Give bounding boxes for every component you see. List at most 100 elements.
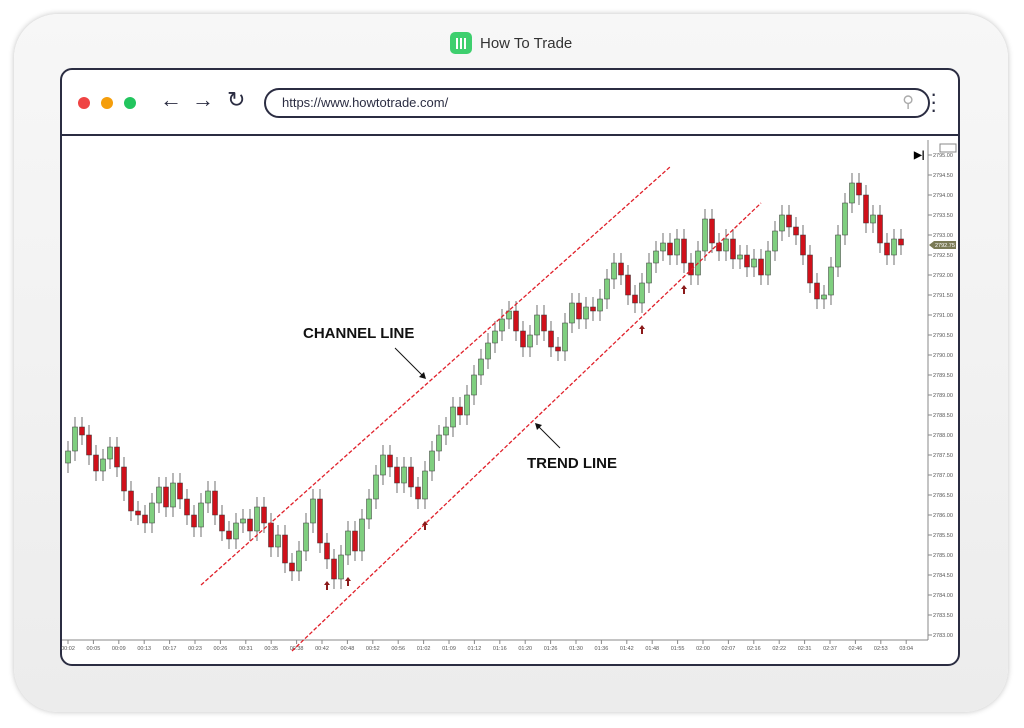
- arrow-head-icon: [535, 423, 542, 430]
- trend-line-label: TREND LINE: [527, 455, 617, 472]
- x-tick-label: 01:55: [671, 646, 685, 652]
- candle: [240, 518, 246, 524]
- candle: [331, 558, 337, 580]
- channel-line-label: CHANNEL LINE: [303, 325, 414, 342]
- candle: [184, 498, 190, 516]
- y-tick-label: 2786.00: [933, 513, 953, 519]
- refresh-icon[interactable]: ↻: [227, 87, 246, 112]
- candle: [828, 266, 834, 296]
- candle: [387, 454, 393, 468]
- candle: [394, 466, 400, 484]
- up-arrow-icon: [324, 581, 330, 590]
- candle: [282, 534, 288, 564]
- x-tick-label: 00:02: [61, 646, 75, 652]
- candle: [639, 282, 645, 304]
- candle: [898, 238, 904, 246]
- brand-logo-icon: [450, 32, 472, 54]
- close-dot[interactable]: [78, 97, 90, 109]
- candle: [457, 406, 463, 416]
- candle: [471, 374, 477, 396]
- candle: [324, 542, 330, 560]
- candle: [142, 514, 148, 524]
- candle: [877, 214, 883, 244]
- x-tick-label: 02:22: [772, 646, 786, 652]
- browser-window: ← → ↻ https://www.howtotrade.com/ ⚲ · · ·: [60, 68, 960, 666]
- up-arrow-icon: [345, 577, 351, 586]
- url-text: https://www.howtotrade.com/: [282, 95, 449, 110]
- x-tick-label: 01:02: [417, 646, 431, 652]
- trend-line-pointer: [536, 424, 561, 449]
- x-tick-label: 02:53: [874, 646, 888, 652]
- candle: [541, 314, 547, 332]
- candle: [751, 258, 757, 268]
- up-arrow-icon: [422, 521, 428, 530]
- y-tick-label: 2794.50: [933, 173, 953, 179]
- menu-kebab-icon[interactable]: · · ·: [930, 81, 938, 122]
- x-tick-label: 02:37: [823, 646, 837, 652]
- x-tick-label: 00:31: [239, 646, 253, 652]
- candle: [884, 242, 890, 256]
- search-icon[interactable]: ⚲: [902, 94, 914, 111]
- candle: [842, 202, 848, 236]
- candle: [443, 426, 449, 436]
- address-bar[interactable]: https://www.howtotrade.com/ ⚲: [264, 88, 930, 118]
- candle: [590, 306, 596, 312]
- current-price-label: 2792.75: [935, 243, 955, 249]
- candle: [135, 510, 141, 516]
- minimize-dot[interactable]: [101, 97, 113, 109]
- candle: [765, 250, 771, 276]
- candle: [261, 506, 267, 524]
- candle: [380, 454, 386, 476]
- candle: [275, 534, 281, 548]
- candle: [744, 254, 750, 268]
- candle: [170, 482, 176, 508]
- candle: [856, 182, 862, 196]
- x-tick-label: 01:30: [569, 646, 583, 652]
- brand-name: How To Trade: [480, 34, 573, 52]
- candle: [702, 218, 708, 252]
- x-tick-label: 01:16: [493, 646, 507, 652]
- forward-arrow-icon[interactable]: →: [192, 87, 214, 112]
- candle: [625, 274, 631, 296]
- y-tick-label: 2785.50: [933, 533, 953, 539]
- up-arrow-icon: [681, 285, 687, 294]
- x-tick-label: 01:20: [518, 646, 532, 652]
- candle: [891, 238, 897, 256]
- y-tick-label: 2791.50: [933, 293, 953, 299]
- browser-toolbar: ← → ↻ https://www.howtotrade.com/ ⚲ · · ·: [62, 70, 958, 136]
- maximize-dot[interactable]: [124, 97, 136, 109]
- x-tick-label: 00:42: [315, 646, 329, 652]
- x-tick-label: 00:52: [366, 646, 380, 652]
- channel-line-pointer: [394, 347, 425, 378]
- x-tick-label: 00:09: [112, 646, 126, 652]
- back-arrow-icon[interactable]: ←: [160, 87, 182, 112]
- candle: [114, 446, 120, 468]
- candle: [681, 238, 687, 264]
- candle: [723, 238, 729, 252]
- candle: [198, 502, 204, 528]
- candle: [499, 318, 505, 332]
- x-tick-label: 00:26: [214, 646, 228, 652]
- candle: [107, 446, 113, 460]
- x-tick-label: 00:17: [163, 646, 177, 652]
- y-tick-label: 2791.00: [933, 313, 953, 319]
- y-tick-label: 2784.00: [933, 593, 953, 599]
- candle: [338, 554, 344, 580]
- y-tick-label: 2789.00: [933, 393, 953, 399]
- x-tick-label: 02:46: [849, 646, 863, 652]
- candle: [156, 486, 162, 504]
- candle: [800, 234, 806, 256]
- candle: [737, 254, 743, 260]
- x-tick-label: 01:36: [595, 646, 609, 652]
- candle: [597, 298, 603, 312]
- candle: [653, 250, 659, 264]
- arrow-head-icon: [419, 372, 426, 379]
- x-tick-label: 00:56: [391, 646, 405, 652]
- chart-options-button: [939, 143, 957, 153]
- up-arrow-icon: [639, 325, 645, 334]
- candle: [219, 514, 225, 532]
- scroll-end-icon: ▶|: [913, 150, 925, 161]
- candle: [513, 310, 519, 332]
- x-tick-label: 02:00: [696, 646, 710, 652]
